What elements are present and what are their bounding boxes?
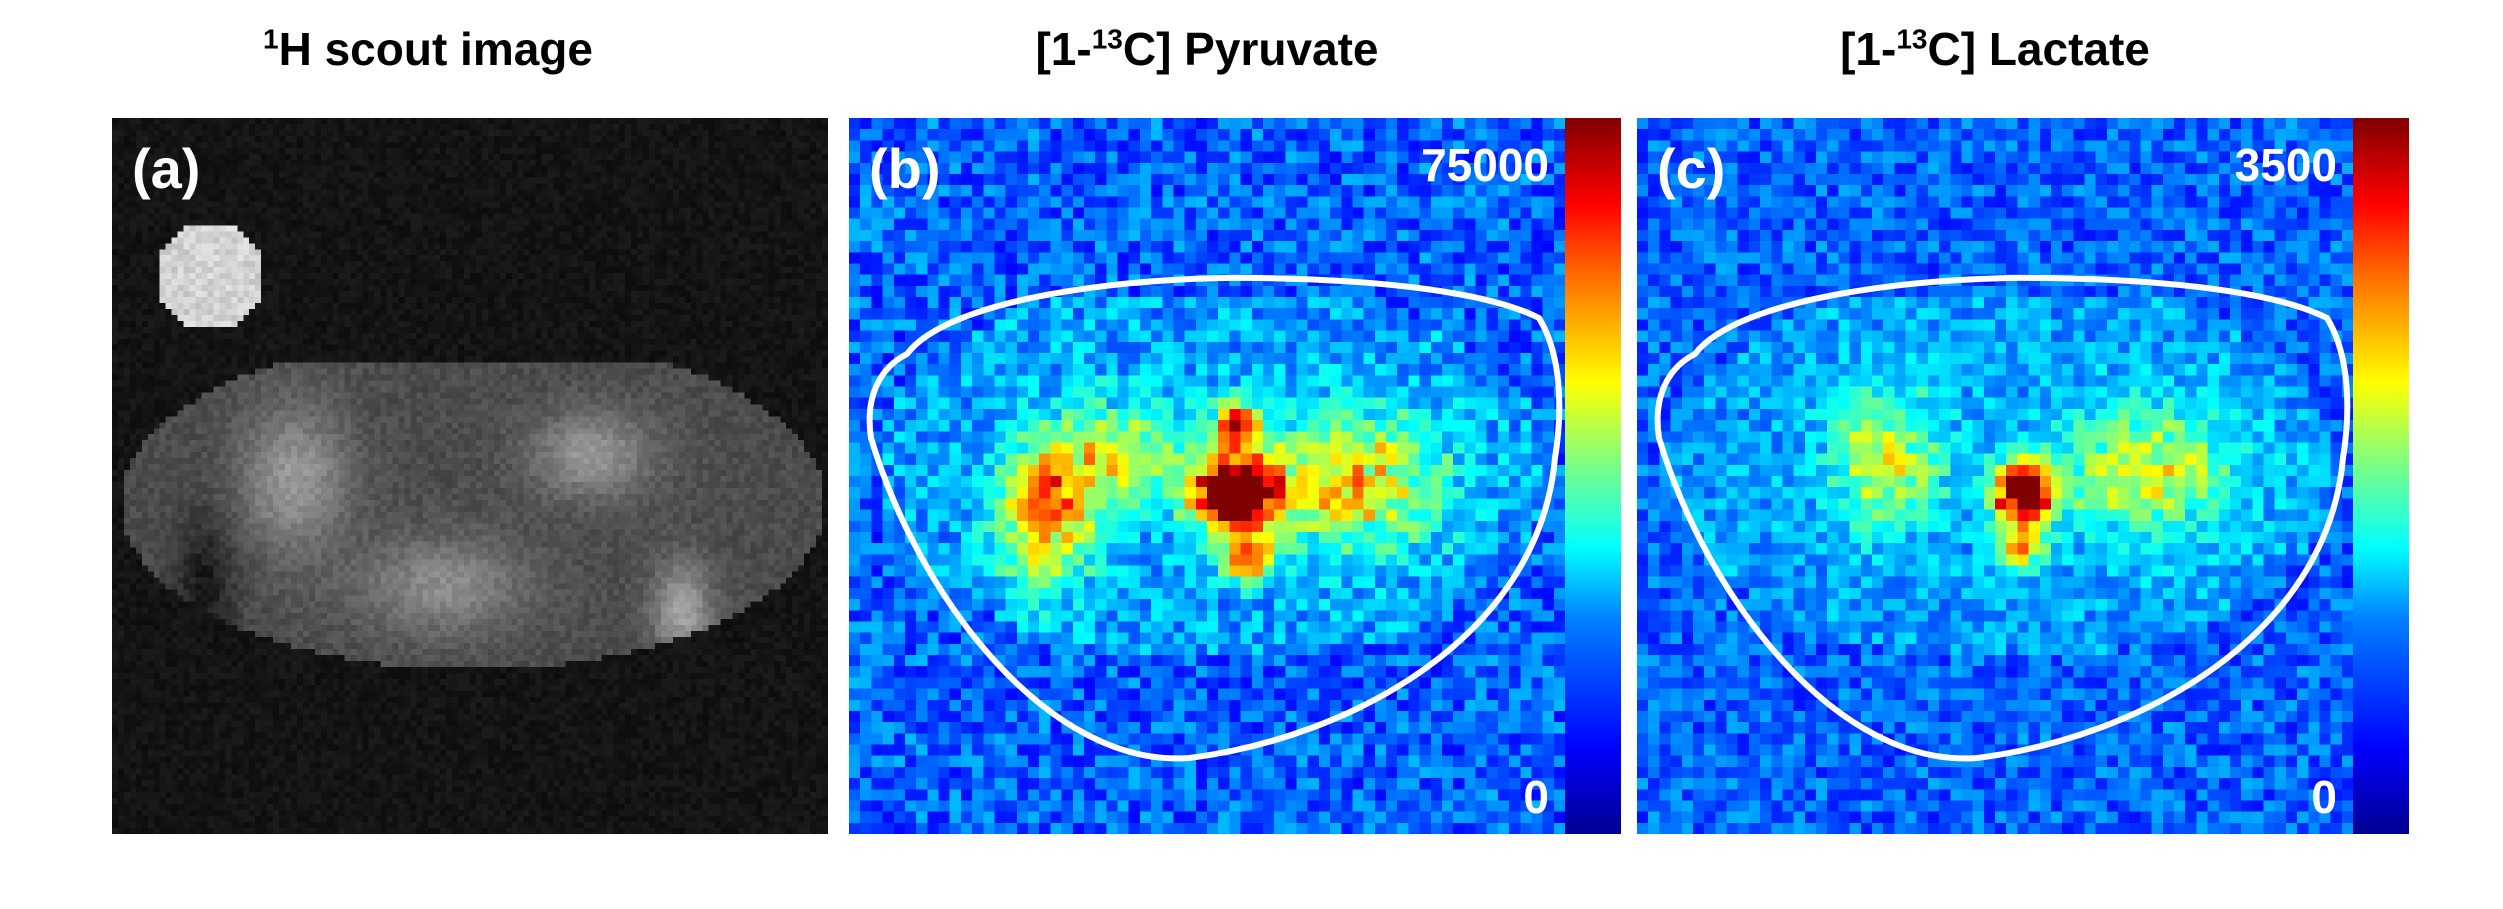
lactate-colorbar [2353,118,2409,834]
pyruvate-body-contour [866,274,1563,762]
lactate-map-panel: (c) 3500 0 [1637,118,2353,834]
pyruvate-map [849,118,1565,834]
pyruvate-map-panel: (b) 75000 0 [849,118,1565,834]
lactate-scale-max: 3500 [2234,139,2337,191]
pyruvate-scale-max: 75000 [1421,139,1549,191]
pyruvate-colorbar [1565,118,1621,834]
lactate-body-contour [1654,274,2351,762]
panel-b-title-pre: [1- [1035,23,1092,75]
panel-c-title-post: C] Lactate [1927,23,2150,75]
scout-image-panel: (a) [112,118,828,834]
scout-image [112,118,828,834]
panel-b-title-sup: 13 [1091,23,1123,55]
panel-c-title-sup: 13 [1896,23,1928,55]
contour-outline [1654,274,2351,762]
lactate-scale-min: 0 [2311,771,2337,823]
lactate-map [1637,118,2353,834]
panel-b-label: (b) [869,137,941,200]
panel-a-title-post: H scout image [278,23,593,75]
panel-c-title-pre: [1- [1840,23,1897,75]
panel-a-label: (a) [132,137,201,200]
panel-c-label: (c) [1657,137,1726,200]
pyruvate-scale-min: 0 [1523,771,1549,823]
panel-c-title: [1-13C] Lactate [1637,22,2353,82]
contour-outline [866,274,1563,762]
panel-b-title: [1-13C] Pyruvate [849,22,1565,82]
panel-a-title-sup: 1 [263,23,279,55]
panel-a-title: 1H scout image [70,22,786,82]
panel-b-title-post: C] Pyruvate [1122,23,1379,75]
